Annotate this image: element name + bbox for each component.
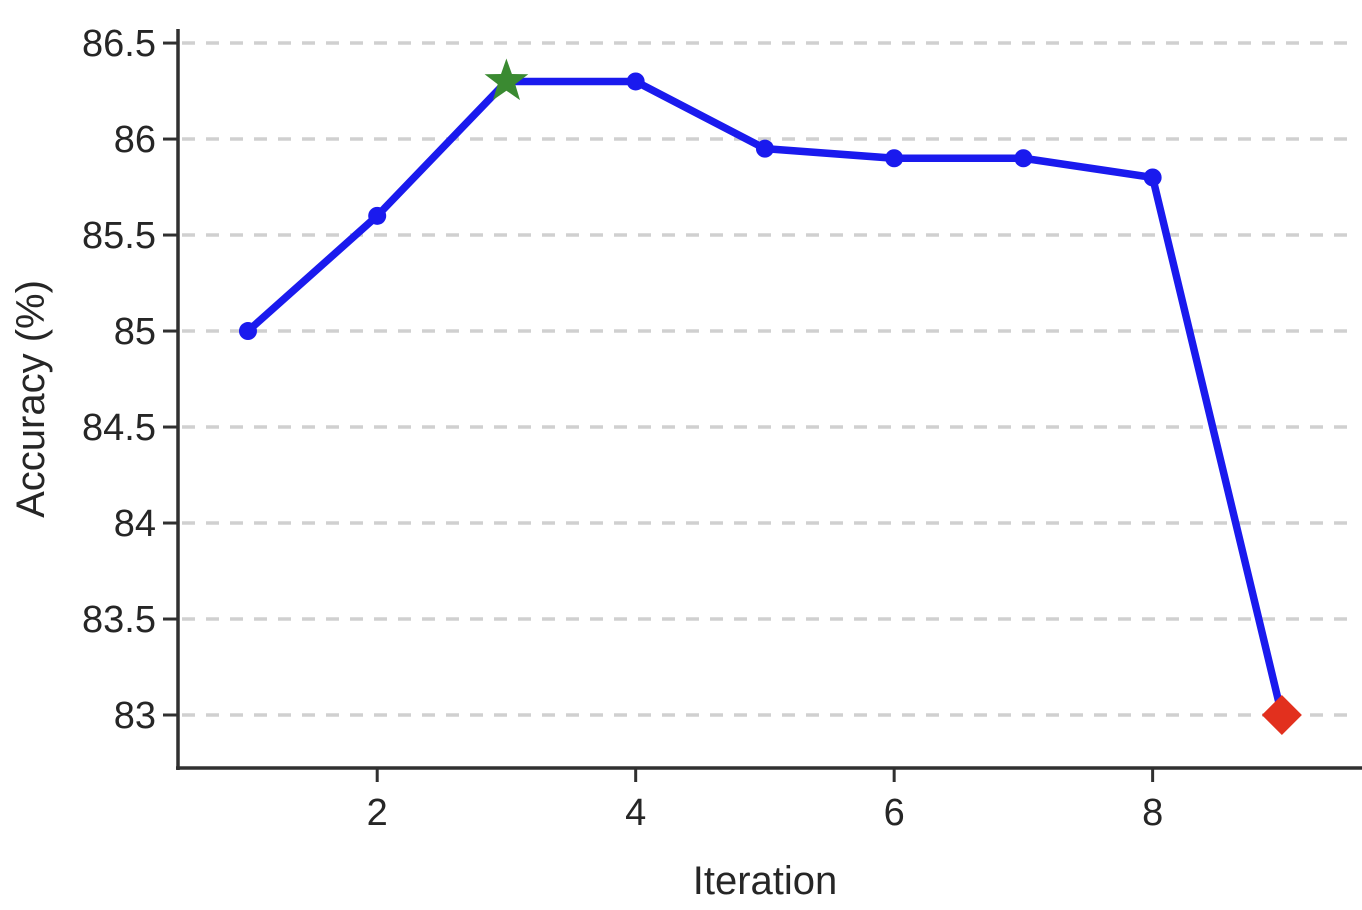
tick-labels: 83 83.5 84 84.5 85 85.5 86 86.5 2 4 6 8 [82, 23, 1163, 834]
data-point-markers [238, 58, 1302, 736]
data-point-circle [626, 72, 645, 91]
y-tick-label: 83.5 [82, 599, 156, 641]
y-tick-label: 83 [114, 695, 156, 737]
x-tick-label: 6 [884, 792, 905, 834]
x-tick-label: 4 [625, 792, 646, 834]
y-tick-label: 86 [114, 119, 156, 161]
y-axis-label: Accuracy (%) [9, 280, 53, 518]
x-tick-label: 2 [367, 792, 388, 834]
y-tick-label: 86.5 [82, 23, 156, 65]
data-point-circle [1143, 168, 1162, 187]
y-tick-label: 84 [114, 503, 156, 545]
y-tick-label: 85 [114, 311, 156, 353]
final-point-diamond-marker [1261, 695, 1302, 736]
y-tick-label: 84.5 [82, 407, 156, 449]
data-point-circle [238, 322, 257, 341]
data-point-circle [885, 149, 904, 168]
best-point-star-marker [484, 58, 529, 101]
x-tick-label: 8 [1142, 792, 1163, 834]
x-axis-label: Iteration [693, 859, 838, 903]
data-point-circle [755, 139, 774, 158]
y-tick-label: 85.5 [82, 215, 156, 257]
axes [163, 29, 1362, 782]
data-point-circle [1014, 149, 1033, 168]
gridlines [182, 41, 1352, 717]
data-point-circle [368, 206, 387, 225]
